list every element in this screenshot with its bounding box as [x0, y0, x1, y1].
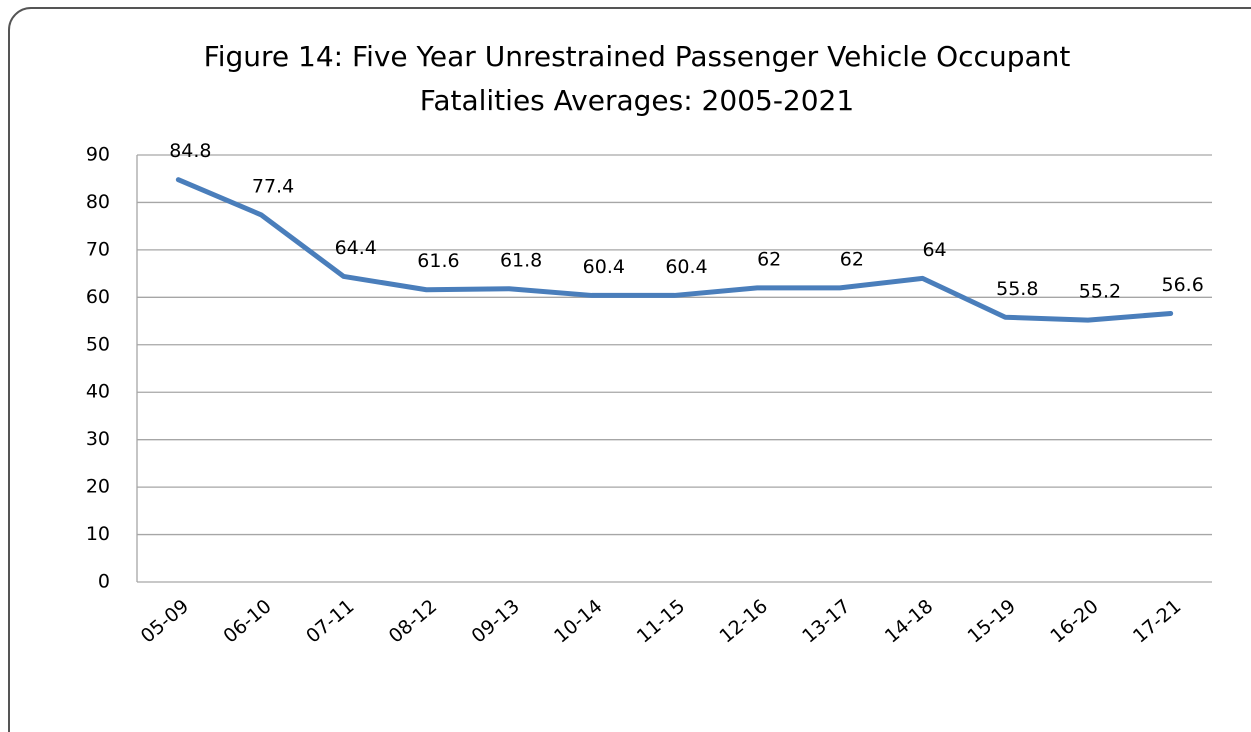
data-label: 62	[840, 248, 864, 270]
data-label: 64.4	[335, 237, 377, 259]
y-tick-label: 30	[86, 428, 110, 450]
y-tick-label: 0	[98, 571, 110, 593]
data-label: 60.4	[583, 256, 625, 278]
y-tick-label: 20	[86, 476, 110, 498]
data-label: 55.2	[1079, 281, 1121, 303]
y-tick-label: 60	[86, 286, 110, 308]
y-tick-label: 40	[86, 381, 110, 403]
data-label: 84.8	[169, 140, 211, 162]
data-label: 60.4	[665, 256, 707, 278]
y-tick-label: 10	[86, 523, 110, 545]
chart-frame	[8, 7, 1251, 732]
data-label: 61.6	[417, 250, 459, 272]
data-label: 56.6	[1161, 274, 1203, 296]
chart-title: Figure 14: Five Year Unrestrained Passen…	[204, 40, 1071, 73]
data-label: 55.8	[996, 278, 1038, 300]
data-label: 64	[922, 239, 946, 261]
data-label: 62	[757, 248, 781, 270]
data-label: 61.8	[500, 249, 542, 271]
y-tick-label: 90	[86, 144, 110, 166]
y-tick-label: 70	[86, 238, 110, 260]
data-label: 77.4	[252, 175, 294, 197]
chart-title: Fatalities Averages: 2005-2021	[420, 84, 854, 117]
data-line	[175, 177, 1174, 323]
y-tick-label: 50	[86, 333, 110, 355]
y-tick-label: 80	[86, 191, 110, 213]
